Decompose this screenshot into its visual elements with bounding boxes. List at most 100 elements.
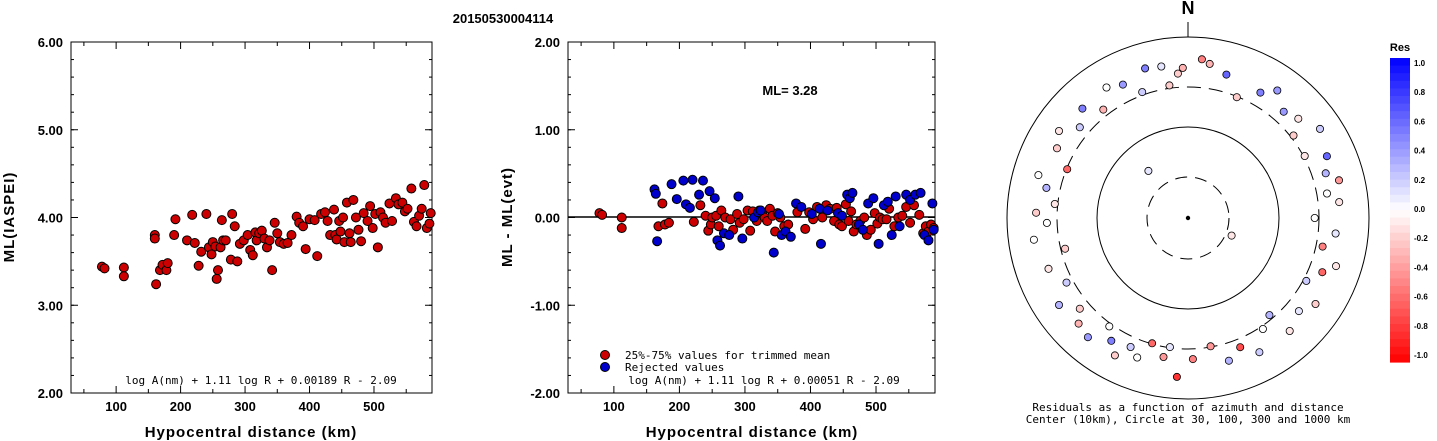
station-residual-point	[1029, 235, 1038, 244]
colorbar-cell	[1390, 149, 1410, 158]
data-point	[286, 230, 297, 241]
x-axis-label: Hypocentral distance (km)	[145, 424, 358, 441]
rejected-data-point	[796, 201, 807, 212]
station-residual-point	[1197, 55, 1206, 64]
data-point	[282, 237, 293, 248]
station-residual-point	[1102, 83, 1111, 92]
station-residual-point	[1053, 144, 1062, 153]
colorbar-cell	[1390, 58, 1410, 67]
rejected-data-point	[724, 230, 735, 241]
y-tick-label: 6.00	[38, 35, 63, 50]
data-point	[193, 260, 204, 271]
ring-300km	[1056, 86, 1320, 350]
colorbar-cell	[1390, 126, 1410, 135]
data-point	[914, 209, 925, 220]
x-tick-label: 400	[299, 399, 321, 414]
magnitude-distance-plot: 100 200 300 400 500 2.00 3.00 4.00 5.00 6.00 Hypo…	[1, 35, 436, 441]
data-point	[905, 217, 916, 228]
data-point	[817, 212, 828, 223]
station-residual-point	[1322, 152, 1331, 161]
station-residual-point	[1141, 64, 1150, 73]
station-residual-point	[1236, 343, 1245, 352]
data-point	[118, 271, 129, 282]
station-residual-point	[1294, 114, 1303, 123]
rejected-data-point	[836, 210, 847, 221]
colorbar-cell	[1390, 232, 1410, 241]
data-point	[264, 235, 275, 246]
rejected-data-point	[666, 179, 677, 190]
colorbar-cell	[1390, 80, 1410, 89]
rejected-data-point	[652, 236, 663, 247]
colorbar-cell	[1390, 248, 1410, 257]
rejected-data-point	[785, 231, 796, 242]
data-point	[387, 216, 398, 227]
data-point	[269, 217, 280, 228]
data-point	[151, 279, 162, 290]
rejected-data-point	[650, 188, 661, 199]
data-point	[170, 214, 181, 225]
rejected-data-point	[715, 240, 726, 251]
station-residual-point	[1055, 127, 1064, 136]
colorbar-title: Res	[1390, 42, 1410, 54]
station-residual-point	[1126, 342, 1135, 351]
colorbar-cell	[1390, 156, 1410, 165]
station-residual-point	[1289, 131, 1298, 140]
station-residual-point	[1310, 213, 1319, 222]
data-point	[859, 212, 870, 223]
colorbar-cell	[1390, 286, 1410, 295]
data-point	[897, 210, 908, 221]
data-point	[365, 201, 376, 212]
station-residual-point	[1258, 324, 1267, 333]
data-point	[247, 250, 258, 261]
data-point	[362, 216, 373, 227]
station-residual-point	[1062, 278, 1071, 287]
station-residual-point	[1118, 80, 1127, 89]
data-point	[358, 208, 369, 219]
data-point	[220, 235, 231, 246]
station-residual-point	[1105, 322, 1114, 331]
station-residual-point	[1050, 199, 1059, 208]
center-dot	[1185, 215, 1191, 221]
data-point	[663, 217, 674, 228]
colorbar-cell	[1390, 179, 1410, 188]
station-residual-point	[1063, 165, 1072, 174]
y-tick-label: 0.00	[535, 211, 560, 226]
ml-value-label: ML= 3.28	[762, 83, 817, 98]
data-point	[229, 221, 240, 232]
data-point	[424, 218, 435, 229]
y-tick-label: 2.00	[38, 386, 63, 401]
data-point	[846, 206, 857, 217]
station-residual-point	[1205, 59, 1214, 68]
colorbar-tick-label: 1.0	[1414, 59, 1426, 68]
station-residual-point	[1294, 307, 1303, 316]
colorbar-tick-label: -0.4	[1414, 263, 1428, 272]
x-tick-label: 200	[669, 399, 691, 414]
colorbar-cell	[1390, 293, 1410, 302]
data-point	[419, 180, 430, 191]
data-point	[162, 258, 173, 269]
colorbar-cell	[1390, 255, 1410, 264]
figure-title: 20150530004114	[453, 11, 554, 26]
station-residual-point	[1273, 86, 1282, 95]
caption-line-2: Center (10km), Circle at 30, 100, 300 an…	[1026, 413, 1351, 426]
y-tick-label: -1.00	[530, 298, 560, 313]
colorbar-cell	[1390, 354, 1410, 363]
formula-text: log A(nm) + 1.11 log R + 0.00189 R - 2.0…	[125, 374, 397, 387]
rejected-data-point	[923, 235, 934, 246]
rejected-data-point	[927, 198, 938, 209]
colorbar-cell	[1390, 210, 1410, 219]
y-tick-label: 2.00	[535, 35, 560, 50]
station-residual-point	[1148, 339, 1157, 348]
station-residual-point	[1165, 343, 1174, 352]
data-point	[227, 208, 238, 219]
data-point	[616, 212, 627, 223]
station-residual-point	[1042, 183, 1051, 192]
data-point	[416, 203, 427, 214]
data-point	[344, 228, 355, 239]
data-point	[187, 209, 198, 220]
x-tick-label: 300	[734, 399, 756, 414]
colorbar-cell	[1390, 240, 1410, 249]
data-point	[657, 198, 668, 209]
rejected-data-point	[671, 194, 682, 205]
north-label: N	[1182, 0, 1195, 18]
